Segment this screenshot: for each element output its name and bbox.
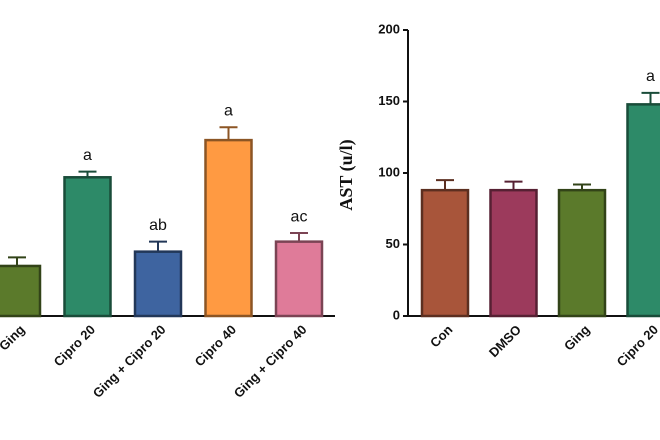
x-tick-label: Cipro 20: [51, 322, 98, 369]
x-tick-label: Ging + Cipro 20: [90, 322, 169, 401]
bar: [489, 188, 538, 318]
y-axis-label: AST (u/l): [336, 139, 357, 210]
bar: [626, 103, 660, 318]
x-tick-label: DMSO: [486, 322, 524, 360]
bar: [274, 240, 324, 318]
x-tick-label: Ging + Cipro 40: [231, 322, 310, 401]
x-tick-label: Ging: [561, 322, 593, 354]
annotation: a: [83, 147, 92, 164]
bar: [133, 250, 183, 318]
annotation: ac: [291, 208, 308, 225]
y-tick-label: 150: [378, 93, 400, 108]
annotation: a: [646, 68, 655, 85]
bar: [63, 176, 112, 318]
x-tick-label: Con: [427, 322, 456, 351]
annotation: ab: [149, 217, 167, 234]
x-tick-label: Cipro 20: [614, 322, 660, 369]
bar: [557, 188, 607, 318]
y-tick-label: 50: [386, 236, 400, 251]
y-tick-label: 200: [378, 21, 400, 36]
annotation: a: [224, 102, 233, 119]
bar: [204, 138, 253, 318]
y-tick-label: 0: [393, 307, 400, 322]
x-tick-label: Cipro 40: [192, 322, 239, 369]
x-tick-label: Ging: [0, 322, 28, 354]
bar: [420, 188, 470, 318]
y-tick-label: 100: [378, 164, 400, 179]
bar: [0, 264, 42, 318]
